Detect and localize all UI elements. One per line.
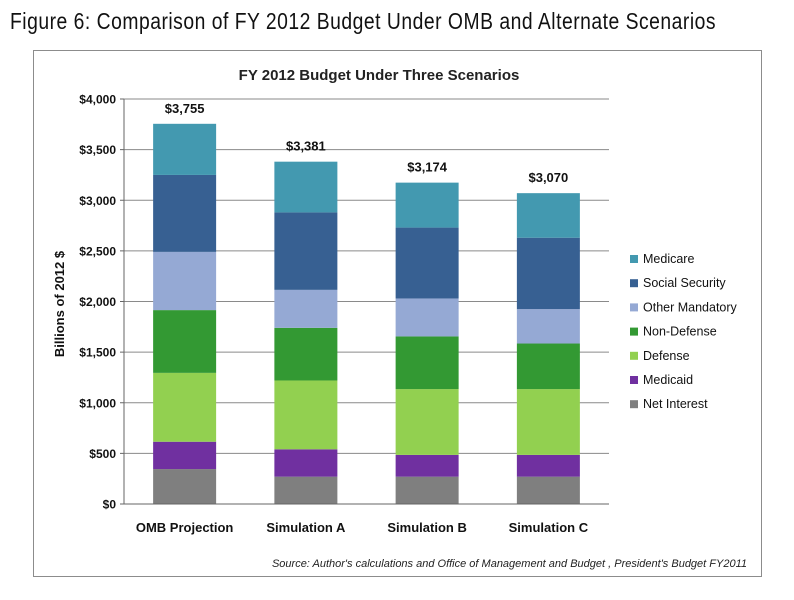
bar-segment-social-security: [395, 227, 459, 299]
bar-segment-defense: [274, 380, 338, 450]
bar-segment-medicare: [274, 161, 338, 213]
legend-swatch: [630, 327, 638, 336]
bar-segment-other-mandatory: [153, 251, 217, 311]
legend-label: Medicare: [643, 252, 694, 266]
x-category-label: OMB Projection: [136, 520, 234, 535]
figure-caption: Figure 6: Comparison of FY 2012 Budget U…: [10, 8, 717, 34]
bar-total-label: $3,070: [528, 170, 568, 185]
chart-title: FY 2012 Budget Under Three Scenarios: [239, 67, 520, 84]
bar-segment-non-defense: [516, 343, 580, 390]
bar-segment-net-interest: [153, 469, 217, 504]
bar-segment-medicaid: [395, 454, 459, 477]
legend-swatch: [630, 400, 638, 409]
legend-label: Net Interest: [643, 397, 708, 411]
bar-segment-social-security: [274, 212, 338, 290]
axes: [120, 98, 609, 505]
bar-segment-other-mandatory: [274, 289, 338, 328]
legend: Medicare Social Security Other Mandatory No…: [630, 252, 738, 411]
x-category-label: Simulation C: [509, 520, 589, 535]
bar-segment-net-interest: [274, 476, 338, 504]
legend-swatch: [630, 303, 638, 312]
bar-segment-non-defense: [395, 336, 459, 390]
y-tick-label: $500: [89, 447, 116, 461]
legend-label: Defense: [643, 349, 690, 363]
legend-label: Non-Defense: [643, 325, 717, 339]
bar-segment-non-defense: [274, 327, 338, 381]
bar-segment-other-mandatory: [516, 309, 580, 344]
y-tick-label: $2,500: [79, 244, 116, 258]
y-axis-label: Billions of 2012 $: [52, 250, 67, 357]
bar-segment-defense: [395, 389, 459, 455]
bar-segment-medicare: [153, 123, 217, 175]
bars: [153, 123, 580, 504]
y-tick-label: $3,000: [79, 194, 116, 208]
bar-total-label: $3,755: [165, 101, 205, 116]
labels: $0 $500 $1,000 $1,500 $2,000 $2,500 $3,000 $3,5…: [79, 93, 588, 536]
y-tick-label: $2,000: [79, 295, 116, 309]
bar-segment-non-defense: [153, 310, 217, 373]
bar-segment-medicare: [395, 182, 459, 228]
x-category-label: Simulation A: [266, 520, 346, 535]
bar-segment-medicare: [516, 193, 580, 238]
bar-segment-net-interest: [395, 476, 459, 504]
legend-label: Social Security: [643, 276, 726, 290]
x-category-label: Simulation B: [387, 520, 466, 535]
y-tick-label: $4,000: [79, 93, 116, 107]
source-note: Source: Author's calculations and Office…: [271, 558, 747, 570]
y-tick-label: $1,500: [79, 346, 116, 360]
bar-segment-medicaid: [516, 454, 580, 477]
bar-segment-defense: [153, 372, 217, 442]
legend-swatch: [630, 279, 638, 288]
legend-label: Other Mandatory: [643, 300, 738, 314]
legend-label: Medicaid: [643, 373, 693, 387]
bar-total-label: $3,381: [286, 139, 326, 154]
legend-swatch: [630, 255, 638, 263]
legend-swatch: [630, 351, 638, 360]
y-tick-label: $0: [103, 498, 117, 512]
bar-segment-other-mandatory: [395, 298, 459, 337]
legend-swatch: [630, 376, 638, 384]
bar-segment-net-interest: [516, 476, 580, 504]
stacked-bar-chart: FY 2012 Budget Under Three Scenarios Bil…: [52, 67, 738, 536]
y-tick-label: $3,500: [79, 143, 116, 157]
chart-frame: FY 2012 Budget Under Three Scenarios Bil…: [33, 50, 762, 577]
y-tick-label: $1,000: [79, 396, 116, 410]
bar-segment-defense: [516, 389, 580, 455]
bar-segment-social-security: [516, 237, 580, 310]
bar-segment-social-security: [153, 174, 217, 252]
bar-segment-medicaid: [274, 449, 338, 477]
bar-total-label: $3,174: [407, 160, 448, 175]
bar-segment-medicaid: [153, 441, 217, 470]
